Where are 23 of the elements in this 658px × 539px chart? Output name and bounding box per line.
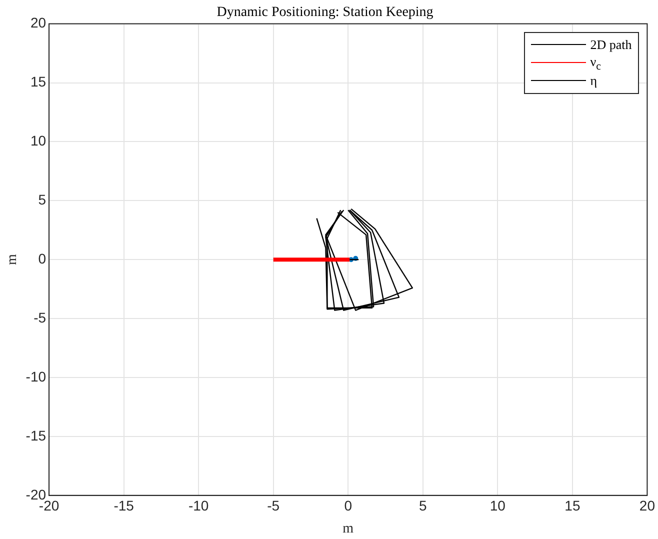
y-tick-label: -5 bbox=[34, 309, 46, 326]
y-tick-label: 0 bbox=[38, 250, 46, 266]
y-tick-label: -20 bbox=[26, 486, 46, 502]
y-tick-label: 20 bbox=[30, 14, 46, 31]
y-tick-label: -10 bbox=[26, 368, 46, 384]
y-tick-label: -15 bbox=[26, 427, 46, 444]
chart-title: Dynamic Positioning: Station Keeping bbox=[216, 5, 434, 20]
x-tick-label: 20 bbox=[639, 498, 656, 514]
x-tick-label: -5 bbox=[267, 498, 280, 514]
legend-label: η bbox=[590, 72, 598, 89]
x-tick-label: -15 bbox=[114, 498, 134, 514]
y-tick-label: 5 bbox=[38, 192, 46, 208]
x-tick-label: 10 bbox=[490, 498, 506, 514]
x-tick-label: 15 bbox=[564, 498, 580, 514]
legend-label: ν$_{c}$ bbox=[590, 54, 601, 72]
y-axis-title: m bbox=[5, 254, 20, 266]
x-axis-title: m bbox=[342, 521, 354, 536]
x-tick-label: 5 bbox=[419, 498, 427, 514]
y-tick-label: 15 bbox=[30, 74, 46, 90]
x-tick-label: 0 bbox=[344, 498, 352, 514]
y-tick-label: 10 bbox=[30, 132, 46, 149]
legend-label: 2D path bbox=[590, 36, 632, 53]
x-tick-label: -10 bbox=[188, 498, 209, 514]
